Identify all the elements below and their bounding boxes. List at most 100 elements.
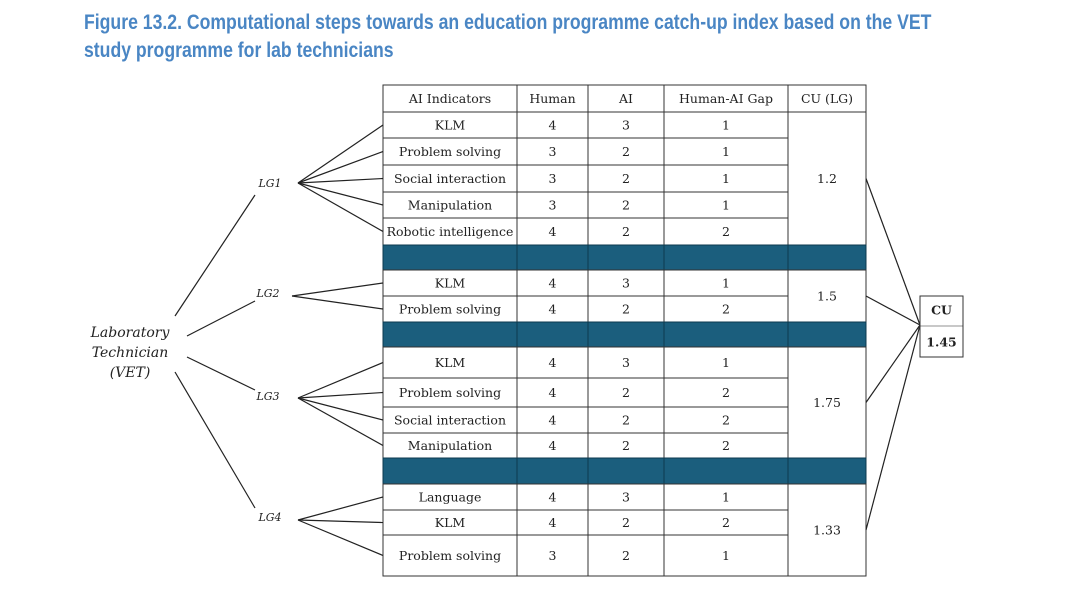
table-cell xyxy=(663,137,789,166)
cu-value: 1.2 xyxy=(817,171,837,186)
cu-value: 1.5 xyxy=(817,289,837,304)
separator-band xyxy=(663,321,789,348)
score-value: 2 xyxy=(622,413,630,428)
score-value: 4 xyxy=(549,302,557,317)
score-value: 3 xyxy=(622,276,630,291)
connector xyxy=(865,295,921,326)
table-cell xyxy=(516,406,589,434)
cu-value: 1.75 xyxy=(813,395,841,410)
cu-cell xyxy=(787,269,867,323)
score-value: 3 xyxy=(622,118,630,133)
score-value: 4 xyxy=(549,118,557,133)
column-header: AI Indicators xyxy=(408,91,491,106)
score-value: 1 xyxy=(722,548,730,563)
indicator-name: Language xyxy=(419,490,482,505)
score-value: 3 xyxy=(622,355,630,370)
score-value: 2 xyxy=(722,413,730,428)
separator-band xyxy=(587,244,665,271)
score-value: 4 xyxy=(549,224,557,239)
table-cell xyxy=(587,111,665,139)
separator-band xyxy=(787,244,867,271)
column-header: AI xyxy=(618,91,633,106)
separator-band xyxy=(587,457,665,485)
table-cell xyxy=(663,432,789,459)
indicator-name: Social interaction xyxy=(394,171,506,186)
table-cell xyxy=(663,377,789,408)
table-cell xyxy=(587,137,665,166)
score-value: 2 xyxy=(622,385,630,400)
table-cell xyxy=(382,346,518,379)
connector xyxy=(865,324,921,531)
separator-band xyxy=(516,457,589,485)
score-value: 3 xyxy=(622,490,630,505)
indicator-name: Robotic intelligence xyxy=(387,224,514,239)
indicator-name: Problem solving xyxy=(399,302,501,317)
connector xyxy=(297,177,384,184)
connector xyxy=(291,282,384,297)
table-cell xyxy=(663,269,789,297)
table-cell xyxy=(516,269,589,297)
indicator-name: Manipulation xyxy=(408,438,492,453)
table-cell xyxy=(587,346,665,379)
connector xyxy=(297,391,384,399)
score-value: 2 xyxy=(722,224,730,239)
score-value: 2 xyxy=(722,438,730,453)
root-label: Laboratory xyxy=(90,325,171,341)
score-value: 1 xyxy=(722,198,730,213)
score-value: 1 xyxy=(722,171,730,186)
score-value: 4 xyxy=(549,276,557,291)
indicator-name: Problem solving xyxy=(399,548,501,563)
table-cell xyxy=(382,164,518,193)
column-header: Human-AI Gap xyxy=(679,91,773,106)
table-cell xyxy=(382,483,518,511)
column-header: Human xyxy=(529,91,575,106)
cu-cell xyxy=(787,483,867,577)
table-cell xyxy=(587,432,665,459)
table-cell xyxy=(382,295,518,323)
score-value: 1 xyxy=(722,490,730,505)
score-value: 2 xyxy=(622,438,630,453)
score-value: 4 xyxy=(549,490,557,505)
connector xyxy=(297,519,384,557)
score-value: 2 xyxy=(622,515,630,530)
connector xyxy=(297,496,384,521)
cu-total-label: CU xyxy=(931,303,952,318)
score-value: 4 xyxy=(549,385,557,400)
root-label: Technician xyxy=(92,345,169,361)
indicator-name: Problem solving xyxy=(399,144,501,159)
score-value: 3 xyxy=(549,548,557,563)
separator-band xyxy=(516,321,589,348)
lg-label: LG2 xyxy=(255,287,279,300)
connector xyxy=(865,324,921,403)
indicator-name: KLM xyxy=(435,276,466,291)
score-value: 2 xyxy=(622,548,630,563)
cu-cell xyxy=(787,111,867,246)
score-value: 4 xyxy=(549,438,557,453)
indicator-name: Problem solving xyxy=(399,385,501,400)
separator-band xyxy=(382,321,518,348)
separator-band xyxy=(787,457,867,485)
score-value: 2 xyxy=(622,224,630,239)
table-cell xyxy=(382,269,518,297)
table-cell xyxy=(663,191,789,219)
connector xyxy=(297,397,384,421)
table-cell xyxy=(587,217,665,246)
header-cell xyxy=(787,84,867,113)
table-cell xyxy=(587,483,665,511)
table-cell xyxy=(587,295,665,323)
connector xyxy=(297,361,384,399)
separator-band xyxy=(787,321,867,348)
table-cell xyxy=(516,346,589,379)
table-cell xyxy=(663,534,789,577)
separator-band xyxy=(587,321,665,348)
connector xyxy=(297,124,384,184)
connector xyxy=(186,356,256,391)
connector xyxy=(174,194,256,317)
table-cell xyxy=(516,295,589,323)
indicator-name: Manipulation xyxy=(408,198,492,213)
connector xyxy=(865,178,921,326)
connector xyxy=(186,300,256,337)
indicator-name: KLM xyxy=(435,515,466,530)
table-cell xyxy=(382,377,518,408)
separator-band xyxy=(382,457,518,485)
